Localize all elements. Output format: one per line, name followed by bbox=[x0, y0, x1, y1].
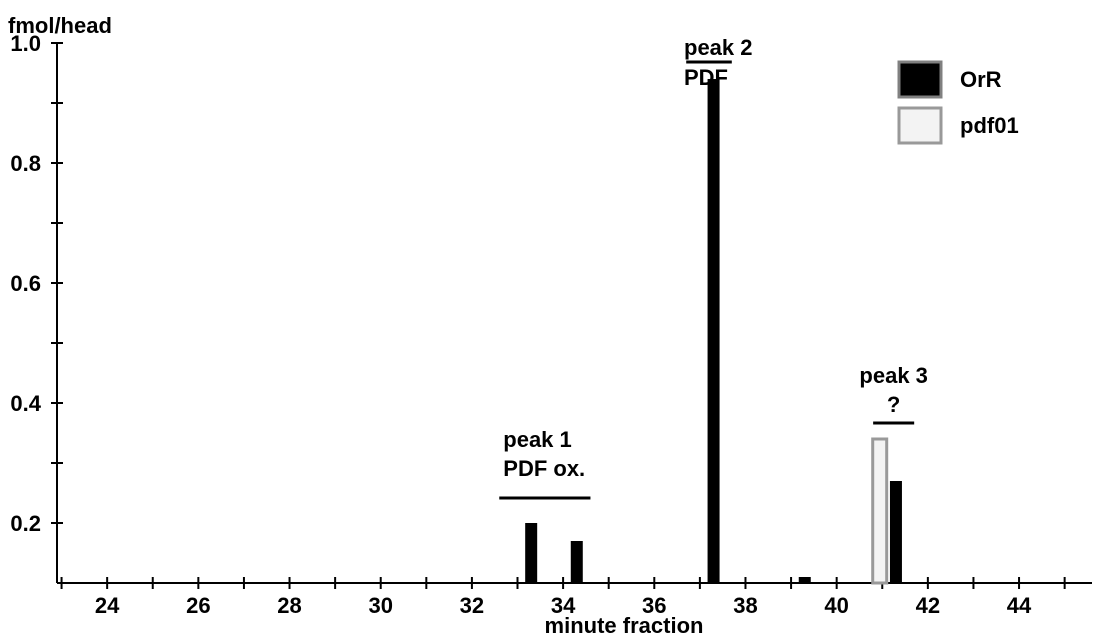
x-tick-label: 32 bbox=[460, 593, 484, 618]
bar-orr bbox=[707, 79, 720, 583]
annotation-label: PDF ox. bbox=[503, 456, 585, 481]
x-tick-label: 34 bbox=[551, 593, 576, 618]
y-tick-label: 1.0 bbox=[10, 31, 41, 56]
annotation-label: peak 3 bbox=[859, 363, 928, 388]
annotation-label: ? bbox=[887, 392, 900, 417]
x-ticks: 24 26 28 30 32 34 36 38 40 42 44 bbox=[60, 577, 1066, 618]
x-axis-label: minute fraction bbox=[545, 613, 704, 637]
bar-orr bbox=[889, 481, 902, 583]
y-ticks: 0.2 0.4 0.6 0.8 1.0 bbox=[10, 31, 63, 536]
legend-swatch-orr bbox=[897, 60, 943, 99]
x-tick-label: 36 bbox=[642, 593, 666, 618]
bar-orr bbox=[798, 577, 811, 583]
y-tick-label: 0.4 bbox=[10, 391, 41, 416]
y-tick-label: 0.6 bbox=[10, 271, 41, 296]
x-tick-label: 38 bbox=[733, 593, 757, 618]
bar-pdf01 bbox=[871, 437, 889, 585]
y-tick-label: 0.8 bbox=[10, 151, 41, 176]
x-tick-label: 42 bbox=[916, 593, 940, 618]
legend-swatch-pdf01 bbox=[897, 106, 943, 145]
x-tick-label: 26 bbox=[186, 593, 210, 618]
y-axis-label: fmol/head bbox=[8, 13, 112, 38]
annotation-label: PDF bbox=[684, 65, 728, 90]
x-tick-label: 28 bbox=[277, 593, 301, 618]
bar-orr bbox=[525, 523, 538, 583]
x-tick-label: 30 bbox=[368, 593, 392, 618]
x-tick-label: 24 bbox=[95, 593, 120, 618]
legend-label: pdf01 bbox=[960, 113, 1019, 138]
x-tick-label: 40 bbox=[824, 593, 848, 618]
legend: OrR pdf01 bbox=[897, 60, 1019, 145]
annotation-label: peak 2 bbox=[684, 35, 753, 60]
bars bbox=[525, 79, 902, 585]
annotation-label: peak 1 bbox=[503, 427, 571, 452]
peak-annotations: peak 1 PDF ox. peak 2 PDF peak 3? bbox=[499, 35, 928, 500]
bar-orr bbox=[570, 541, 583, 583]
legend-label: OrR bbox=[960, 67, 1002, 92]
x-tick-label: 44 bbox=[1007, 593, 1032, 618]
y-tick-label: 0.2 bbox=[10, 511, 41, 536]
